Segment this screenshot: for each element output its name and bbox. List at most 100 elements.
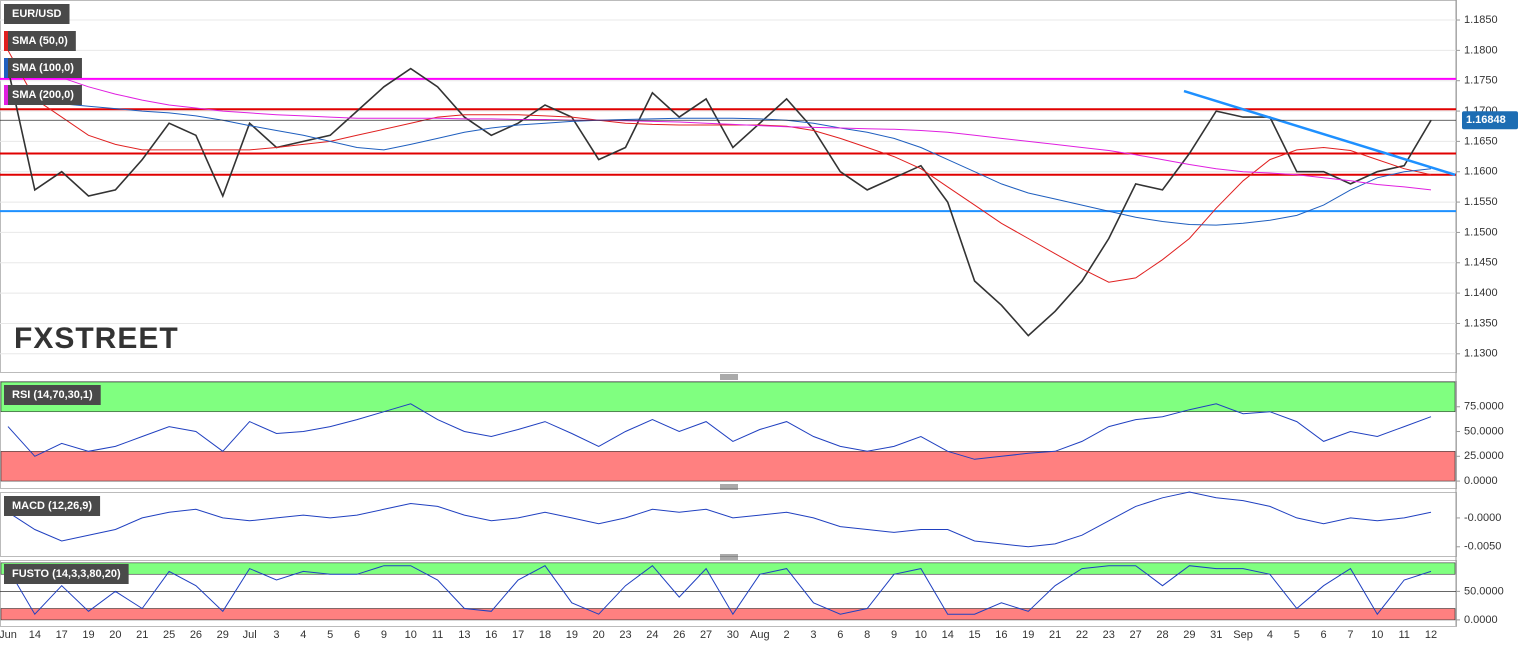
x-tick-label: 3: [273, 629, 279, 641]
x-tick-label: 26: [673, 629, 685, 641]
x-tick-label: 6: [1321, 629, 1327, 641]
y-tick-label: 1.1800: [1464, 44, 1498, 56]
x-tick-label: 16: [485, 629, 497, 641]
band: [0, 562, 1456, 575]
y-tick-label: -0.0000: [1464, 512, 1501, 524]
y-tick-label: 0.0000: [1464, 614, 1498, 626]
x-tick-label: 18: [539, 629, 551, 641]
y-tick-label: 1.1850: [1464, 14, 1498, 26]
x-tick-label: Jun: [0, 629, 17, 641]
legend-box: [4, 85, 82, 105]
x-tick-label: 11: [1398, 629, 1409, 641]
x-tick-label: 7: [1347, 629, 1353, 641]
last-price-tag: [1462, 111, 1518, 130]
y-tick-label: 25.0000: [1464, 450, 1504, 462]
x-tick-label: 16: [995, 629, 1007, 641]
band: [0, 608, 1456, 621]
x-tick-label: 2: [784, 629, 790, 641]
legend-box: [4, 385, 101, 405]
x-tick-label: 9: [381, 629, 387, 641]
x-tick-label: 22: [1076, 629, 1088, 641]
series-line: [7, 67, 1432, 337]
x-tick-label: 13: [458, 629, 470, 641]
y-tick-label: 75.0000: [1464, 401, 1504, 413]
x-tick-label: 20: [109, 629, 121, 641]
band: [0, 381, 1456, 413]
x-tick-label: 6: [837, 629, 843, 641]
series-line: [7, 50, 1432, 283]
x-tick-label: 9: [891, 629, 897, 641]
legend-box: [4, 58, 82, 78]
x-tick-label: 10: [915, 629, 927, 641]
series-line: [7, 565, 1432, 616]
legend-label: SMA (50,0): [12, 35, 68, 47]
legend-label: FUSTO (14,3,3,80,20): [12, 568, 121, 580]
legend-label: RSI (14,70,30,1): [12, 389, 93, 401]
legend-swatch: [4, 31, 8, 51]
x-tick-label: 17: [56, 629, 68, 641]
x-tick-label: Jul: [243, 629, 257, 641]
y-tick-label: 1.1300: [1464, 348, 1498, 360]
legend-label: SMA (100,0): [12, 62, 74, 74]
legend-swatch: [4, 58, 8, 78]
x-tick-label: 19: [1022, 629, 1034, 641]
x-tick-label: 20: [593, 629, 605, 641]
legend-label: SMA (200,0): [12, 89, 74, 101]
x-tick-label: 14: [942, 629, 954, 641]
x-tick-label: 10: [405, 629, 417, 641]
x-tick-label: 12: [1425, 629, 1437, 641]
y-tick-label: 50.0000: [1464, 425, 1504, 437]
legend-box: [4, 496, 101, 516]
x-tick-label: 29: [1183, 629, 1195, 641]
y-tick-label: 1.1550: [1464, 196, 1498, 208]
series-line: [7, 59, 1432, 191]
x-tick-label: 30: [727, 629, 739, 641]
y-tick-label: 1.1650: [1464, 135, 1498, 147]
legend-box: [4, 564, 129, 584]
x-tick-label: Sep: [1233, 629, 1253, 641]
legend-box: [4, 4, 70, 24]
x-tick-label: 14: [29, 629, 41, 641]
x-tick-label: 5: [1294, 629, 1300, 641]
series-line: [7, 99, 1432, 226]
y-tick-label: 1.1500: [1464, 226, 1498, 238]
x-tick-label: 17: [512, 629, 524, 641]
x-tick-label: 3: [810, 629, 816, 641]
x-tick-label: 21: [1049, 629, 1061, 641]
y-tick-label: 1.1750: [1464, 75, 1498, 87]
x-tick-label: Aug: [750, 629, 770, 641]
x-tick-label: 23: [619, 629, 631, 641]
y-tick-label: -0.0050: [1464, 541, 1501, 553]
trend-line: [1183, 89, 1456, 176]
watermark: FXSTREET: [14, 322, 179, 355]
x-tick-label: 29: [217, 629, 229, 641]
y-tick-label: 0.0000: [1464, 475, 1498, 487]
x-tick-label: 27: [1130, 629, 1142, 641]
x-tick-label: 19: [566, 629, 578, 641]
y-tick-label: 1.1400: [1464, 287, 1498, 299]
x-tick-label: 11: [432, 629, 443, 641]
legend-label: MACD (12,26,9): [12, 500, 92, 512]
series-line: [7, 491, 1432, 548]
y-tick-label: 1.1350: [1464, 317, 1498, 329]
x-tick-label: 21: [136, 629, 148, 641]
legend-box: [4, 31, 76, 51]
x-tick-label: 19: [82, 629, 94, 641]
x-tick-label: 28: [1156, 629, 1168, 641]
x-tick-label: 8: [864, 629, 870, 641]
x-tick-label: 26: [190, 629, 202, 641]
y-tick-label: 50.0000: [1464, 585, 1504, 597]
y-tick-label: 1.1450: [1464, 257, 1498, 269]
x-tick-label: 4: [300, 629, 306, 641]
legend-swatch: [4, 85, 8, 105]
x-tick-label: 15: [968, 629, 980, 641]
x-tick-label: 27: [700, 629, 712, 641]
x-tick-label: 24: [646, 629, 658, 641]
series-line: [7, 403, 1432, 460]
x-tick-label: 23: [1103, 629, 1115, 641]
y-tick-label: 1.1600: [1464, 166, 1498, 178]
x-tick-label: 10: [1371, 629, 1383, 641]
x-tick-label: 31: [1210, 629, 1222, 641]
